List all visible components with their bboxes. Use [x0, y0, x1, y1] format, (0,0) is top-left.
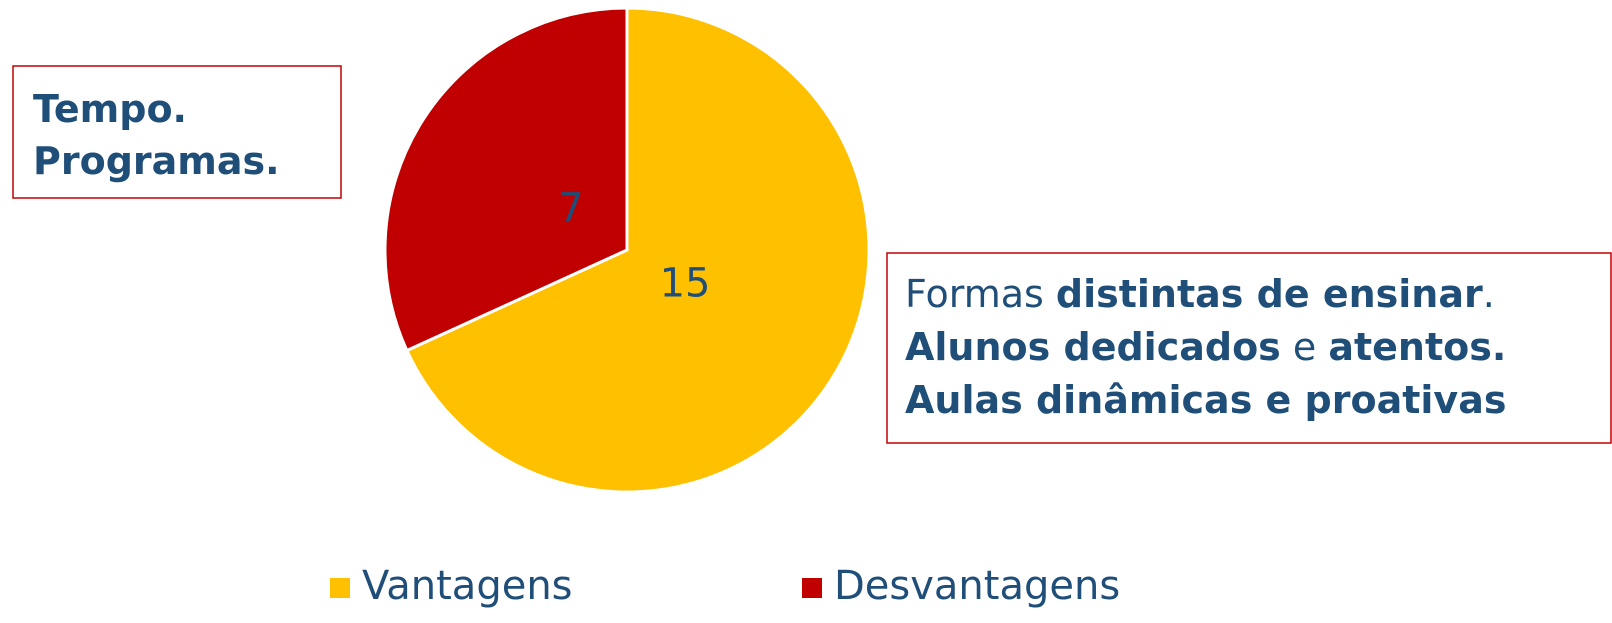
annotation-text: Aulas dinâmicas e proativas — [905, 378, 1506, 422]
legend-label: Desvantagens — [834, 563, 1120, 609]
annotation-text: Formas — [905, 272, 1056, 316]
annotation-text: e — [1281, 325, 1329, 369]
annotation-line: Aulas dinâmicas e proativas — [905, 378, 1506, 422]
annotation-text: . — [1483, 272, 1495, 316]
legend-swatch — [802, 578, 822, 598]
annotation-text: Tempo. — [33, 87, 187, 131]
annotation-line: Programas. — [33, 139, 280, 183]
annotation-text: Alunos dedicados — [905, 325, 1281, 369]
annotation-line: Formas distintas de ensinar. — [905, 272, 1495, 316]
data-label: 7 — [558, 186, 583, 232]
annotation-line: Alunos dedicados e atentos. — [905, 325, 1506, 369]
annotation-text: distintas de ensinar — [1056, 272, 1483, 316]
legend-label: Vantagens — [362, 563, 573, 609]
pie-slice — [383, 6, 629, 353]
annotation-line: Tempo. — [33, 87, 187, 131]
annotation-text: Programas. — [33, 139, 280, 183]
annotation-box — [12, 65, 342, 199]
legend-swatch — [330, 578, 350, 598]
annotation-box — [886, 252, 1612, 444]
data-label: 15 — [660, 261, 711, 307]
annotation-text: atentos. — [1328, 325, 1506, 369]
pie-slice — [404, 6, 871, 494]
